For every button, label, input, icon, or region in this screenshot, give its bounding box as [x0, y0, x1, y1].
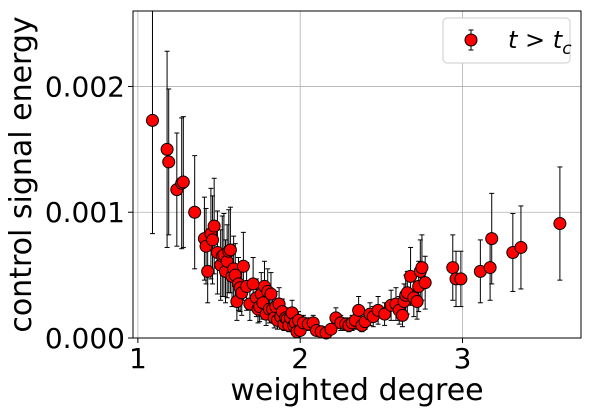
- data-point: [236, 259, 250, 273]
- data-points: [145, 113, 567, 340]
- data-point: [264, 287, 278, 301]
- data-point: [160, 142, 174, 156]
- y-tick-label: 0.001: [45, 196, 125, 229]
- x-tick-label: 1: [129, 342, 147, 375]
- legend: t > tc: [442, 17, 572, 64]
- data-point: [223, 243, 237, 257]
- legend-box: [442, 17, 571, 64]
- y-tick-label: 0.002: [45, 70, 125, 103]
- data-point: [514, 240, 528, 254]
- x-axis-label: weighted degree: [230, 373, 483, 408]
- data-point: [446, 261, 460, 275]
- legend-label-subscript: c: [562, 39, 572, 59]
- data-point: [162, 155, 176, 169]
- x-axis: 1 2 3: [129, 338, 471, 375]
- legend-label-main: t > t: [508, 26, 564, 54]
- x-tick-label: 3: [454, 342, 472, 375]
- data-point: [207, 219, 221, 233]
- data-point: [415, 261, 429, 275]
- data-point: [188, 205, 202, 219]
- y-axis-label: control signal energy: [4, 16, 39, 332]
- data-point: [378, 307, 392, 321]
- legend-point: [464, 33, 478, 47]
- legend-marker: [464, 29, 478, 51]
- data-point: [395, 308, 409, 322]
- data-point: [410, 295, 424, 309]
- data-point: [418, 276, 432, 290]
- data-point: [483, 261, 497, 275]
- plot-frame: [132, 10, 582, 339]
- y-axis: 0.000 0.001 0.002: [45, 70, 133, 355]
- data-point: [485, 232, 499, 246]
- x-tick-label: 2: [291, 342, 309, 375]
- data-point: [206, 233, 220, 247]
- y-tick-label: 0.000: [45, 322, 125, 355]
- data-point: [246, 277, 260, 291]
- data-point: [324, 322, 338, 336]
- data-point: [352, 303, 366, 317]
- data-point: [145, 113, 159, 127]
- data-point: [176, 175, 190, 189]
- data-point: [553, 217, 567, 231]
- legend-label: t > tc: [508, 26, 572, 59]
- data-point: [201, 264, 215, 278]
- data-point: [454, 272, 468, 286]
